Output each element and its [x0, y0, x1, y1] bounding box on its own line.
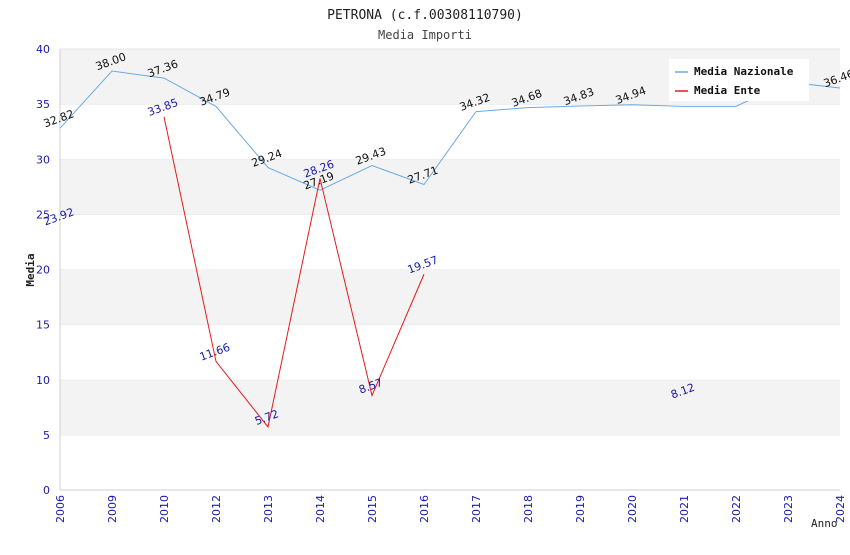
grid-bands — [60, 48, 840, 490]
y-tick-label: 5 — [43, 429, 50, 442]
x-tick-label: 2019 — [574, 495, 587, 523]
series-line-media-ente — [163, 116, 425, 429]
grid-band — [60, 214, 840, 270]
x-tick-label: 2010 — [158, 495, 171, 523]
x-tick-label: 2017 — [470, 495, 483, 523]
grid-band — [60, 434, 840, 490]
legend-box — [669, 59, 809, 101]
x-tick-label: 2015 — [366, 495, 379, 523]
x-axis-label: Anno — [811, 517, 838, 530]
x-tick-label: 2018 — [522, 495, 535, 523]
grid-band — [60, 379, 840, 435]
y-axis-label: Media — [24, 253, 37, 286]
y-tick-label: 0 — [43, 484, 50, 497]
y-tick-label: 40 — [36, 43, 50, 56]
y-tick-label: 20 — [36, 264, 50, 277]
grid-band — [60, 324, 840, 380]
y-tick-label: 30 — [36, 153, 50, 166]
legend-label-media-ente: Media Ente — [694, 84, 761, 97]
x-tick-label: 2021 — [678, 495, 691, 523]
y-tick-labels: 0 5 10 15 20 25 30 35 40 — [36, 43, 50, 497]
y-tick-label: 10 — [36, 374, 50, 387]
x-tick-label: 2009 — [106, 495, 119, 523]
series-line-media-nazionale — [59, 70, 841, 191]
series-lines — [59, 70, 841, 429]
x-tick-label: 2020 — [626, 495, 639, 523]
legend: Media Nazionale Media Ente — [669, 59, 809, 101]
grid-band — [60, 269, 840, 325]
chart-subtitle: Media Importi — [378, 28, 472, 42]
x-tick-label: 2022 — [730, 495, 743, 523]
grid-band — [60, 159, 840, 215]
y-tick-label: 35 — [36, 98, 50, 111]
chart-title: PETRONA (c.f.00308110790) — [327, 8, 523, 23]
x-tick-label: 2014 — [314, 495, 327, 523]
y-tick-label: 25 — [36, 208, 50, 221]
x-tick-label: 2016 — [418, 495, 431, 523]
grid-band — [60, 104, 840, 160]
x-tick-label: 2013 — [262, 495, 275, 523]
x-tick-label: 2024 — [834, 495, 847, 523]
legend-label-media-nazionale: Media Nazionale — [694, 65, 794, 78]
x-tick-label: 2023 — [782, 495, 795, 523]
axes — [59, 49, 840, 491]
y-tick-label: 15 — [36, 319, 50, 332]
x-tick-label: 2006 — [54, 495, 67, 523]
x-tick-labels: 2006 2009 2010 2012 2013 2014 2015 2016 2017 2018… — [54, 495, 847, 523]
x-tick-label: 2012 — [210, 495, 223, 523]
